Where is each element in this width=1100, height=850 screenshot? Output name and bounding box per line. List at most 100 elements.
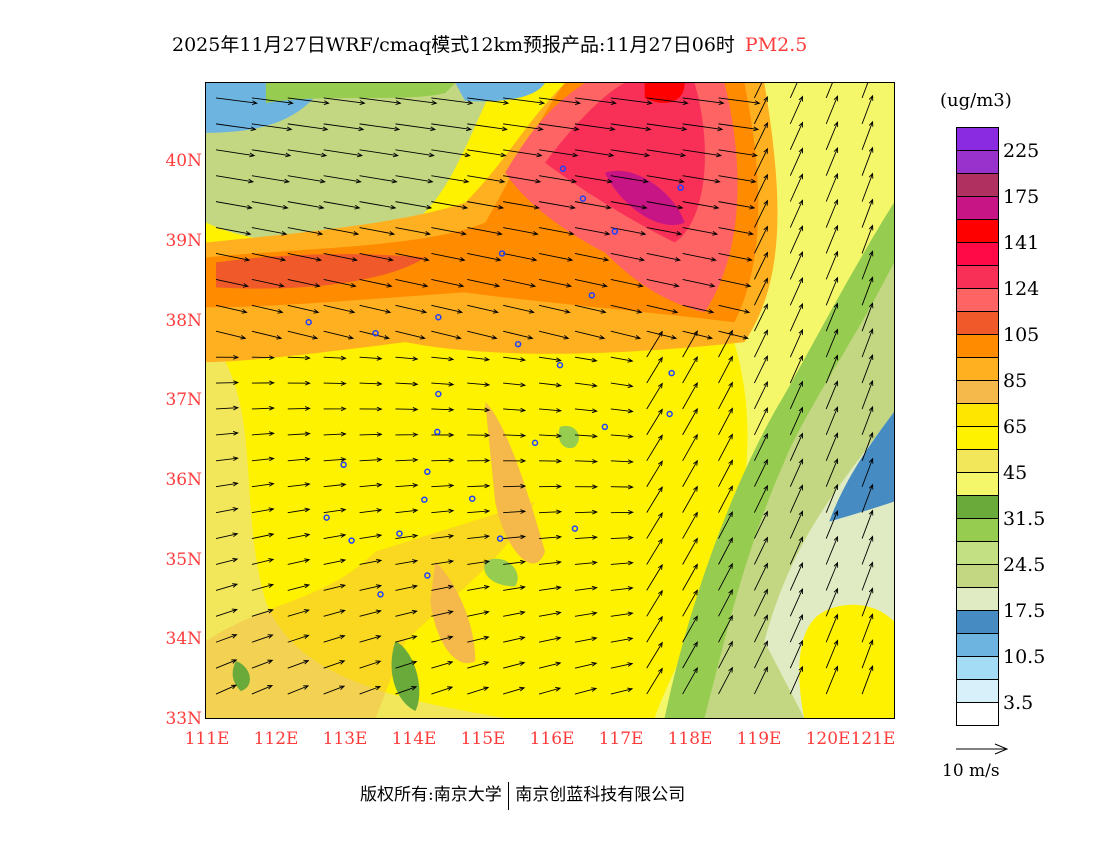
wind-arrow-icon <box>538 97 582 105</box>
concentration-fields <box>206 83 894 718</box>
station-marker-icon <box>434 428 441 436</box>
wind-arrow-icon <box>503 175 542 184</box>
wind-arrow-icon <box>359 278 393 288</box>
wind-arrow-icon <box>215 380 240 385</box>
wind-arrow-icon <box>323 330 355 340</box>
wind-arrow-icon <box>503 458 527 464</box>
wind-arrow-icon <box>861 328 874 358</box>
wind-reference-label: 10 m/s <box>942 761 1000 781</box>
wind-arrow-icon <box>251 431 275 436</box>
wind-arrow-icon <box>754 147 768 176</box>
wind-arrow-icon <box>251 149 292 158</box>
legend-bin <box>957 174 998 197</box>
wind-arrow-icon <box>682 667 698 695</box>
wind-arrow-icon <box>754 121 768 150</box>
wind-arrow-icon <box>861 664 874 695</box>
wind-arrow-icon <box>395 407 419 412</box>
wind-arrow-icon <box>287 507 311 514</box>
wind-arrow-icon <box>574 585 598 591</box>
wind-arrow-icon <box>323 482 347 488</box>
wind-arrow-icon <box>789 587 804 617</box>
legend-bin <box>957 243 998 266</box>
wind-arrow-icon <box>539 484 563 489</box>
wind-arrow-icon <box>538 304 571 314</box>
wind-arrow-icon <box>789 406 804 436</box>
wind-arrow-icon <box>467 304 499 314</box>
wind-arrow-icon <box>610 356 634 363</box>
wind-arrow-icon <box>789 328 804 358</box>
wind-arrow-icon <box>861 561 874 591</box>
legend-label: 45 <box>1003 462 1028 484</box>
legend-bin <box>957 588 998 611</box>
wind-arrow-icon <box>574 611 598 617</box>
wind-arrow-icon <box>503 636 526 643</box>
wind-arrow-icon <box>431 457 455 463</box>
legend-label: 3.5 <box>1003 692 1034 714</box>
wind-arrow-icon <box>359 482 383 488</box>
wind-arrow-icon <box>682 485 698 513</box>
wind-arrow-icon <box>861 276 874 306</box>
legend-bin <box>957 128 998 151</box>
station-marker-icon <box>421 496 428 503</box>
station-marker-icon <box>579 195 587 202</box>
wind-arrow-icon <box>431 660 454 669</box>
wind-arrow-icon <box>395 635 418 643</box>
wind-arrow-icon <box>789 562 804 591</box>
wind-arrow-icon <box>503 585 526 591</box>
wind-arrow-icon <box>718 149 758 158</box>
legend-bin <box>957 335 998 358</box>
wind-arrow-icon <box>323 97 366 105</box>
wind-arrow-icon <box>251 659 274 669</box>
legend-bin <box>957 519 998 542</box>
wind-arrow-icon <box>718 536 733 565</box>
wind-arrow-icon <box>395 304 428 314</box>
wind-arrow-icon <box>431 330 462 340</box>
legend-label: 65 <box>1003 416 1028 438</box>
wind-arrow-icon <box>323 634 346 643</box>
station-marker-icon <box>372 329 379 337</box>
wind-arrow-icon <box>718 433 733 462</box>
wind-arrow-icon <box>610 253 646 262</box>
wind-arrow-icon <box>431 635 454 643</box>
wind-arrow-icon <box>861 587 874 617</box>
station-marker-icon <box>588 292 596 299</box>
wind-arrow-icon <box>646 408 663 436</box>
wind-arrow-icon <box>682 511 698 539</box>
wind-arrow-icon <box>503 253 538 262</box>
wind-arrow-icon <box>825 458 839 487</box>
wind-arrow-icon <box>215 149 256 158</box>
wind-arrow-icon <box>610 97 653 105</box>
wind-arrow-icon <box>467 458 491 463</box>
wind-arrow-icon <box>467 407 491 413</box>
wind-arrow-icon <box>323 175 362 184</box>
wind-arrow-icon <box>431 508 455 514</box>
station-marker-icon <box>571 525 579 532</box>
station-marker-icon <box>305 319 312 326</box>
legend-bin <box>957 381 998 404</box>
wind-arrow-icon <box>503 330 534 340</box>
legend-label: 105 <box>1003 324 1040 346</box>
legend-bin <box>957 496 998 519</box>
copyright-right: 南京创蓝科技有限公司 <box>515 785 686 805</box>
wind-arrow-icon <box>359 432 383 437</box>
wind-arrow-icon <box>682 227 719 236</box>
wind-arrow-icon <box>251 583 275 591</box>
wind-arrow-icon <box>789 432 804 461</box>
lon-label: 118E <box>667 729 713 749</box>
legend-label: 141 <box>1003 232 1040 254</box>
wind-arrow-icon <box>251 481 275 488</box>
lat-label: 39N <box>165 231 202 251</box>
wind-arrow-icon <box>825 172 839 202</box>
legend-bin <box>957 312 998 335</box>
wind-arrow-icon <box>789 380 804 410</box>
wind-arrow-icon <box>431 432 455 438</box>
wind-arrow-icon <box>754 432 768 462</box>
wind-arrow-icon <box>215 227 252 236</box>
wind-arrow-icon <box>323 355 347 361</box>
wind-arrow-icon <box>610 278 644 288</box>
wind-arrow-icon <box>323 431 347 437</box>
wind-arrow-icon <box>431 201 469 210</box>
legend-bin <box>957 289 998 312</box>
station-marker-icon <box>611 228 619 235</box>
wind-arrow-icon <box>682 407 698 436</box>
